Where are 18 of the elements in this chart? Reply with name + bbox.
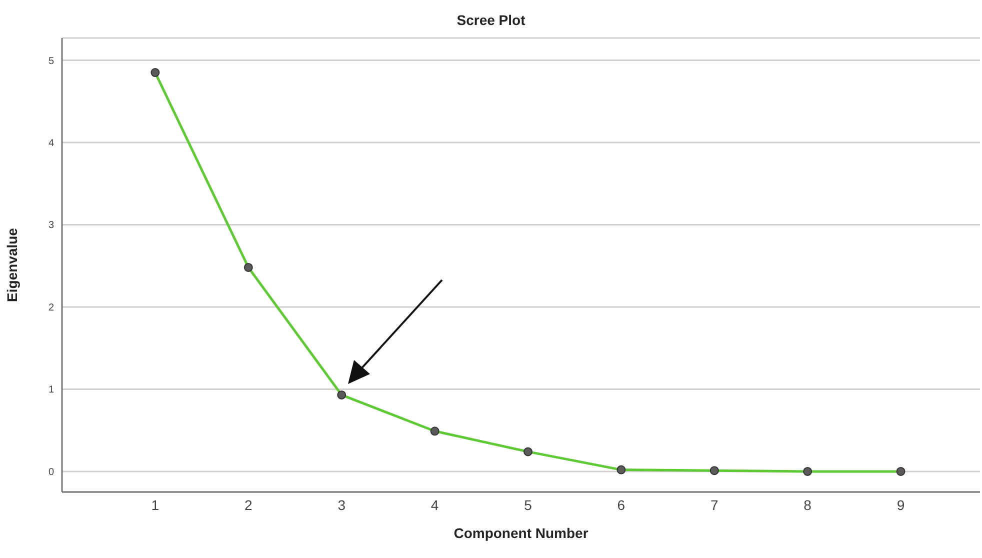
y-tick-label: 4 [48, 138, 54, 150]
y-tick-label: 2 [48, 302, 54, 314]
x-tick-label: 3 [338, 496, 346, 513]
y-tick-label: 5 [48, 56, 54, 67]
x-tick-label: 8 [804, 496, 812, 513]
x-tick-label: 7 [710, 496, 718, 513]
y-axis-title: Eigenvalue [4, 228, 20, 302]
x-tick-label: 5 [524, 496, 532, 513]
x-tick-label: 4 [430, 496, 439, 513]
x-tick-label: 9 [896, 496, 905, 513]
x-axis-title: Component Number [454, 525, 589, 541]
y-tick-label: 0 [48, 466, 54, 478]
chart-title: Scree Plot [456, 12, 526, 28]
x-tick-label: 1 [151, 496, 160, 513]
y-tick-label: 1 [48, 384, 54, 396]
x-tick-label: 6 [617, 496, 626, 513]
y-tick-label: 3 [48, 220, 54, 232]
x-tick-label: 2 [244, 496, 252, 513]
